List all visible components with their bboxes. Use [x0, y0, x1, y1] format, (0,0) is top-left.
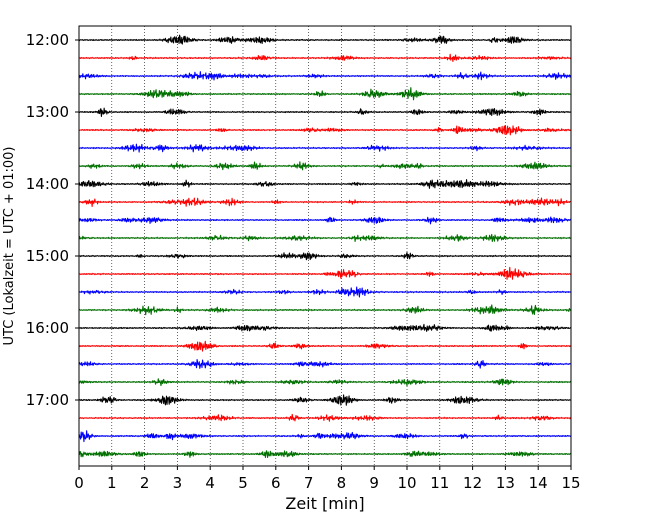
x-tick-label: 12 [463, 474, 482, 492]
seismic-trace-1345 [78, 161, 572, 171]
seismic-trace-1615 [78, 340, 572, 352]
seismic-trace-1500 [78, 252, 572, 261]
plot-frame [78, 25, 572, 467]
x-tick-label: 14 [529, 474, 548, 492]
x-tick-label: 5 [238, 474, 248, 492]
seismic-trace-1600 [78, 323, 572, 332]
x-tick-label: 0 [74, 474, 84, 492]
x-tick-label: 9 [369, 474, 379, 492]
y-tick-label: 17:00 [26, 391, 69, 409]
seismic-trace-1715 [78, 413, 572, 422]
x-tick-label: 4 [205, 474, 215, 492]
seismic-trace-1215 [78, 53, 572, 62]
x-axis-ticks: 0 1 2 3 4 5 6 7 8 9 10 11 12 13 14 15 [74, 466, 581, 492]
seismic-trace-1545 [78, 304, 572, 316]
seismic-trace-1645 [78, 378, 572, 387]
x-tick-label: 7 [304, 474, 314, 492]
seismic-trace-1415 [78, 197, 572, 208]
y-tick-label: 12:00 [26, 31, 69, 49]
seismic-trace-1730 [78, 430, 572, 443]
y-tick-label: 15:00 [26, 247, 69, 265]
seismic-trace-1300 [78, 107, 572, 117]
seismic-trace-1700 [78, 394, 572, 406]
x-tick-label: 6 [271, 474, 281, 492]
y-axis-label: UTC (Lokalzeit = UTC + 01:00) [2, 147, 17, 346]
seismic-trace-1430 [78, 216, 572, 225]
grid-lines [111, 26, 539, 466]
x-tick-label: 11 [430, 474, 449, 492]
y-tick-label: 16:00 [26, 319, 69, 337]
seismic-traces [78, 34, 572, 458]
seismic-trace-1530 [78, 286, 572, 298]
seismic-trace-1330 [78, 143, 572, 153]
y-tick-label: 13:00 [26, 103, 69, 121]
seismic-trace-1630 [78, 359, 572, 369]
y-axis-ticks: 12:00 13:00 14:00 15:00 16:00 17:00 [26, 31, 79, 409]
seismic-trace-1315 [78, 125, 572, 136]
seismic-trace-1745 [78, 450, 572, 458]
seismic-trace-1230 [78, 71, 572, 81]
seismic-trace-1445 [78, 233, 572, 243]
x-tick-label: 15 [561, 474, 580, 492]
x-tick-label: 10 [397, 474, 416, 492]
x-tick-label: 8 [337, 474, 347, 492]
seismic-trace-1515 [78, 266, 572, 280]
x-tick-label: 3 [173, 474, 183, 492]
x-tick-label: 13 [496, 474, 515, 492]
seismic-trace-1245 [78, 87, 572, 101]
x-tick-label: 2 [140, 474, 150, 492]
x-tick-label: 1 [107, 474, 117, 492]
seismic-trace-1400 [78, 179, 572, 189]
x-axis-label: Zeit [min] [285, 494, 364, 513]
seismic-trace-1200 [78, 34, 572, 45]
y-tick-label: 14:00 [26, 175, 69, 193]
